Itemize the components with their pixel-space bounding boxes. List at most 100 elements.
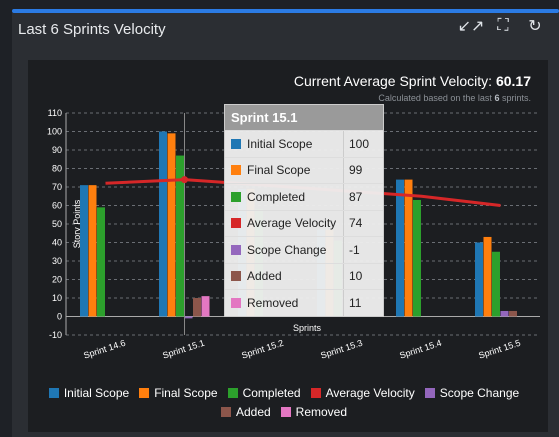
tooltip-swatch <box>231 218 241 229</box>
y-tick-label: 50 <box>52 219 62 229</box>
tooltip-row: Removed 11 <box>225 289 383 316</box>
y-tick-label: 110 <box>48 108 62 118</box>
x-tick-label: Sprint 15.5 <box>477 338 521 361</box>
legend-label: Average Velocity <box>325 386 415 400</box>
y-tick-label: 0 <box>57 312 62 322</box>
fullscreen-icon[interactable]: ⛶ <box>497 17 509 34</box>
tooltip-label: Final Scope <box>247 163 311 178</box>
tooltip-swatch <box>231 244 241 255</box>
legend-swatch <box>280 407 291 417</box>
bar-initial-scope <box>475 242 483 317</box>
bar-scope-change <box>500 310 509 317</box>
kpi-sub-prefix: Calculated based on the last <box>378 93 492 103</box>
bar-final-scope <box>404 179 413 317</box>
legend-item-added[interactable]: Added <box>220 403 271 421</box>
legend-swatch <box>48 388 59 398</box>
y-tick-label: 60 <box>52 201 62 211</box>
bar-initial-scope <box>80 185 88 317</box>
bar-removed <box>201 296 210 317</box>
chart-legend: Initial Scope Final Scope Completed Average… <box>40 384 528 422</box>
tooltip-value: 11 <box>343 290 383 316</box>
legend-label: Initial Scope <box>63 386 130 400</box>
tooltip-label: Removed <box>247 295 299 310</box>
y-axis-label: Story Points <box>72 199 82 248</box>
tooltip-row: Final Scope 99 <box>225 156 383 183</box>
tooltip-swatch <box>231 191 241 202</box>
tooltip-label: Scope Change <box>247 242 327 257</box>
y-tick-label: 30 <box>52 256 62 266</box>
tooltip-swatch <box>231 138 241 149</box>
legend-swatch <box>310 388 321 398</box>
kpi-sub-count: 6 <box>494 93 500 103</box>
legend-label: Scope Change <box>439 386 520 400</box>
y-tick-label: 90 <box>52 145 62 155</box>
y-tick-label: 100 <box>47 127 62 137</box>
kpi-value: 60.17 <box>495 73 531 89</box>
kpi-label: Current Average Sprint Velocity: <box>293 73 493 89</box>
tooltip-value: 10 <box>343 263 383 289</box>
kpi-sub-suffix: sprints. <box>501 93 531 103</box>
tooltip-value: 100 <box>343 131 383 157</box>
x-tick-label: Sprint 15.4 <box>398 338 442 361</box>
tooltip-label: Added <box>247 269 282 284</box>
legend-item-removed[interactable]: Removed <box>280 403 348 421</box>
bar-final-scope <box>88 185 97 317</box>
legend-swatch <box>220 407 231 417</box>
tooltip-row: Added 10 <box>225 262 383 289</box>
legend-swatch <box>424 388 435 398</box>
bar-completed <box>97 207 105 317</box>
legend-swatch <box>139 388 150 398</box>
x-tick-label: Sprint 14.6 <box>82 338 126 361</box>
x-tick-label: Sprint 15.3 <box>319 338 363 361</box>
x-tick-label: Sprint 15.1 <box>161 338 205 361</box>
tooltip-row: Average Velocity 74 <box>225 209 383 236</box>
x-tick-label: Sprint 15.2 <box>240 338 284 361</box>
legend-item-initial-scope[interactable]: Initial Scope <box>48 384 130 402</box>
legend-item-completed[interactable]: Completed <box>227 384 301 402</box>
y-tick-label: 40 <box>52 238 62 248</box>
bar-initial-scope <box>159 131 167 317</box>
tooltip-swatch <box>231 165 241 176</box>
y-tick-label: -10 <box>49 330 62 340</box>
legend-swatch <box>227 388 238 398</box>
tooltip-value: 74 <box>343 210 383 236</box>
y-tick-label: 70 <box>52 182 62 192</box>
bar-completed <box>492 251 500 317</box>
current-velocity-kpi: Current Average Sprint Velocity: 60.17 <box>294 73 531 89</box>
tooltip-swatch <box>231 297 241 308</box>
tooltip-row: Scope Change -1 <box>225 236 383 263</box>
x-axis-label: Sprints <box>293 323 322 333</box>
bar-final-scope <box>483 236 492 317</box>
panel-accent-bar <box>12 9 559 13</box>
legend-item-average-velocity[interactable]: Average Velocity <box>310 384 415 402</box>
tooltip-label: Initial Scope <box>247 136 313 151</box>
bar-completed <box>413 199 421 317</box>
y-tick-label: 10 <box>52 293 62 303</box>
legend-item-final-scope[interactable]: Final Scope <box>139 384 218 402</box>
bar-added <box>193 298 201 317</box>
legend-label: Removed <box>295 405 348 419</box>
y-tick-label: 20 <box>52 275 62 285</box>
tooltip-value: 99 <box>343 157 383 183</box>
legend-label: Completed <box>242 386 301 400</box>
bar-added <box>509 310 517 317</box>
kpi-subtitle: Calculated based on the last 6 sprints. <box>378 93 531 103</box>
collapse-icon[interactable]: ↙↗ <box>457 18 485 35</box>
tooltip-value: -1 <box>343 237 383 263</box>
bar-scope-change <box>184 316 193 319</box>
bar-completed <box>176 155 184 317</box>
legend-label: Added <box>235 405 271 419</box>
panel-title: Last 6 Sprints Velocity <box>18 21 166 38</box>
chart-tooltip: Sprint 15.1 Initial Scope 100 Final Scope 9… <box>224 104 384 317</box>
tooltip-value: 87 <box>343 184 383 210</box>
bar-initial-scope <box>396 179 404 317</box>
y-tick-label: 80 <box>52 164 62 174</box>
legend-item-scope-change[interactable]: Scope Change <box>424 384 520 402</box>
panel-header-actions: ↙↗ ⛶ ↻ <box>457 16 545 36</box>
tooltip-swatch <box>231 271 241 282</box>
tooltip-row: Initial Scope 100 <box>225 130 383 157</box>
tooltip-title: Sprint 15.1 <box>225 105 383 130</box>
refresh-icon[interactable]: ↻ <box>528 18 542 35</box>
average-velocity-point <box>181 176 188 184</box>
bar-final-scope <box>167 133 176 317</box>
